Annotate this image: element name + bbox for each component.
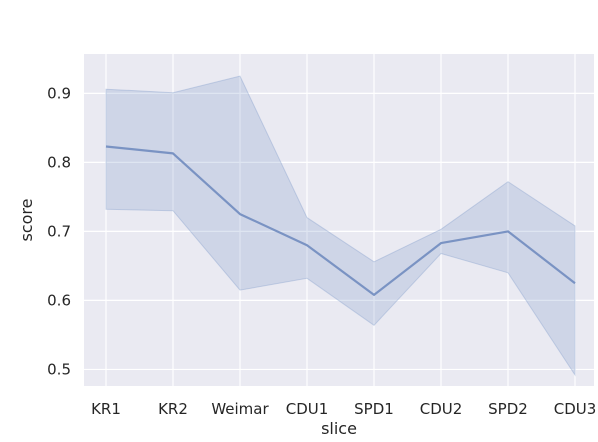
y-tick-label-0-5: 0.5 (47, 360, 71, 378)
y-tick-label-0-8: 0.8 (47, 153, 71, 171)
x-tick-label-cdu2: CDU2 (420, 400, 463, 418)
x-tick-label-kr2: KR2 (158, 400, 188, 418)
series-line-layer (105, 145, 576, 296)
y-tick-label-0-9: 0.9 (47, 84, 71, 102)
confidence-band-layer (105, 75, 576, 377)
x-tick-label-kr1: KR1 (91, 400, 121, 418)
x-tick-label-cdu3: CDU3 (554, 400, 597, 418)
x-tick-label-cdu1: CDU1 (286, 400, 329, 418)
x-tick-label-spd1: SPD1 (354, 400, 394, 418)
y-tick-label-0-6: 0.6 (47, 291, 71, 309)
x-tick-label-spd2: SPD2 (488, 400, 528, 418)
series-line (105, 145, 576, 296)
x-axis-ticks: KR1 KR2 Weimar CDU1 SPD1 CDU2 SPD2 CDU3 (91, 400, 596, 418)
y-axis-label: score (17, 199, 36, 242)
x-axis-label: slice (321, 419, 357, 438)
x-tick-label-weimar: Weimar (211, 400, 269, 418)
y-axis-ticks: 0.5 0.6 0.7 0.8 0.9 (47, 84, 71, 378)
y-tick-label-0-7: 0.7 (47, 222, 71, 240)
plot-background (84, 54, 594, 386)
confidence-band (105, 75, 576, 377)
